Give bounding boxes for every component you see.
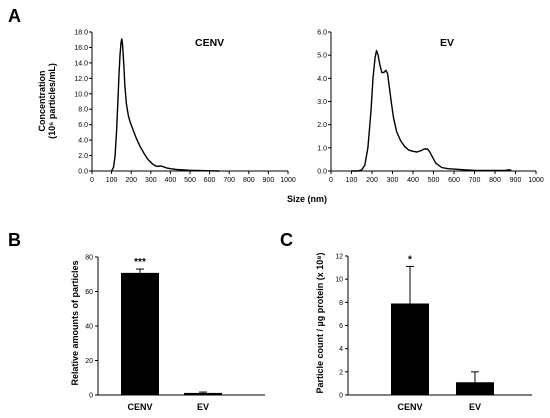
y-tick-label: 0.0 xyxy=(317,169,327,176)
y-tick-label: 4.0 xyxy=(78,138,88,145)
x-tick-label: 300 xyxy=(145,177,157,184)
y-axis-label-particle-count: Particle count / µg protein (x 10⁸) xyxy=(315,253,325,394)
category-label-cenv: CENV xyxy=(127,402,152,412)
category-label-cenv: CENV xyxy=(397,402,422,412)
chart-particle-count: Particle count / µg protein (x 10⁸) 0 2 4 6… xyxy=(315,253,532,412)
x-tick-label: 400 xyxy=(165,177,177,184)
x-tick-label: 800 xyxy=(243,177,255,184)
bar-ev xyxy=(184,392,222,395)
significance-label-cenv: * xyxy=(408,254,412,265)
y-tick-label: 12 xyxy=(335,254,343,261)
y-tick-label: 1.0 xyxy=(317,145,327,152)
x-tick-label: 200 xyxy=(366,177,378,184)
x-tick-label: 1000 xyxy=(280,177,296,184)
x-tick-label: 400 xyxy=(407,177,419,184)
y-tick-label: 5.0 xyxy=(317,53,327,60)
y-tick-label: 8.0 xyxy=(78,107,88,114)
x-tick-label: 700 xyxy=(469,177,481,184)
bar-cenv xyxy=(391,303,429,395)
x-tick-label: 600 xyxy=(204,177,216,184)
y-tick-label: 80 xyxy=(85,255,93,262)
y-tick-label: 2.0 xyxy=(78,153,88,160)
y-tick-label: 10.0 xyxy=(74,91,88,98)
y-tick-label: 0 xyxy=(339,393,343,400)
y-tick-label: 4.0 xyxy=(317,76,327,83)
y-axis-label-line1: Concentration xyxy=(37,70,47,131)
chart-relative-amounts: Relative amounts of particles 0 20 40 60 80 *… xyxy=(70,255,265,412)
bar-cenv xyxy=(121,272,159,395)
y-tick-label: 18.0 xyxy=(74,30,88,37)
y-tick-label: 20 xyxy=(85,358,93,365)
x-tick-label: 100 xyxy=(346,177,358,184)
x-tick-label: 800 xyxy=(489,177,501,184)
category-label-ev: EV xyxy=(197,402,209,412)
y-tick-label: 4 xyxy=(339,346,343,353)
y-tick-label: 8 xyxy=(339,300,343,307)
panel-label-c: C xyxy=(280,230,293,250)
y-tick-label: 40 xyxy=(85,324,93,331)
y-tick-label: 2 xyxy=(339,369,343,376)
series-line-a-ev xyxy=(351,49,512,172)
y-tick-label: 6.0 xyxy=(317,30,327,37)
x-tick-label: 100 xyxy=(106,177,118,184)
y-axis-label-relative-amounts: Relative amounts of particles xyxy=(70,260,80,385)
significance-label-cenv: *** xyxy=(134,257,146,268)
y-tick-label: 16.0 xyxy=(74,45,88,52)
x-tick-label: 300 xyxy=(387,177,399,184)
panel-label-a: A xyxy=(8,6,21,26)
y-tick-label: 3.0 xyxy=(317,99,327,106)
chart-title-cenv: CENV xyxy=(195,37,224,49)
x-tick-label: 900 xyxy=(510,177,522,184)
y-tick-label: 12.0 xyxy=(74,76,88,83)
x-tick-label: 600 xyxy=(448,177,460,184)
bar-ev xyxy=(456,382,494,395)
chart-ev-size-distribution: EV 0 100 200 300 400 500 600 700 800 900 1000 0.0 1.… xyxy=(317,30,544,185)
x-tick-label: 700 xyxy=(223,177,235,184)
x-axis-label-size: Size (nm) xyxy=(287,194,327,204)
panel-label-b: B xyxy=(8,230,21,250)
y-tick-label: 2.0 xyxy=(317,122,327,129)
y-tick-label: 6 xyxy=(339,323,343,330)
y-axis-label-line2: (10⁶ particles/mL) xyxy=(47,63,57,139)
y-tick-label: 6.0 xyxy=(78,122,88,129)
x-tick-label: 1000 xyxy=(528,177,544,184)
chart-cenv-size-distribution: CENV Concentration (10⁶ particles/mL) 0 1… xyxy=(37,30,296,185)
category-label-ev: EV xyxy=(469,402,481,412)
y-tick-label: 10 xyxy=(335,277,343,284)
x-tick-label: 200 xyxy=(125,177,137,184)
x-tick-label: 900 xyxy=(263,177,275,184)
chart-title-ev: EV xyxy=(440,37,454,49)
x-tick-label: 0 xyxy=(329,177,333,184)
y-tick-label: 0 xyxy=(89,393,93,400)
x-tick-label: 0 xyxy=(90,177,94,184)
x-tick-label: 500 xyxy=(184,177,196,184)
y-tick-label: 60 xyxy=(85,289,93,296)
y-tick-label: 0.0 xyxy=(78,169,88,176)
series-line-a-cenv xyxy=(110,38,220,172)
x-tick-label: 500 xyxy=(428,177,440,184)
y-tick-label: 14.0 xyxy=(74,60,88,67)
